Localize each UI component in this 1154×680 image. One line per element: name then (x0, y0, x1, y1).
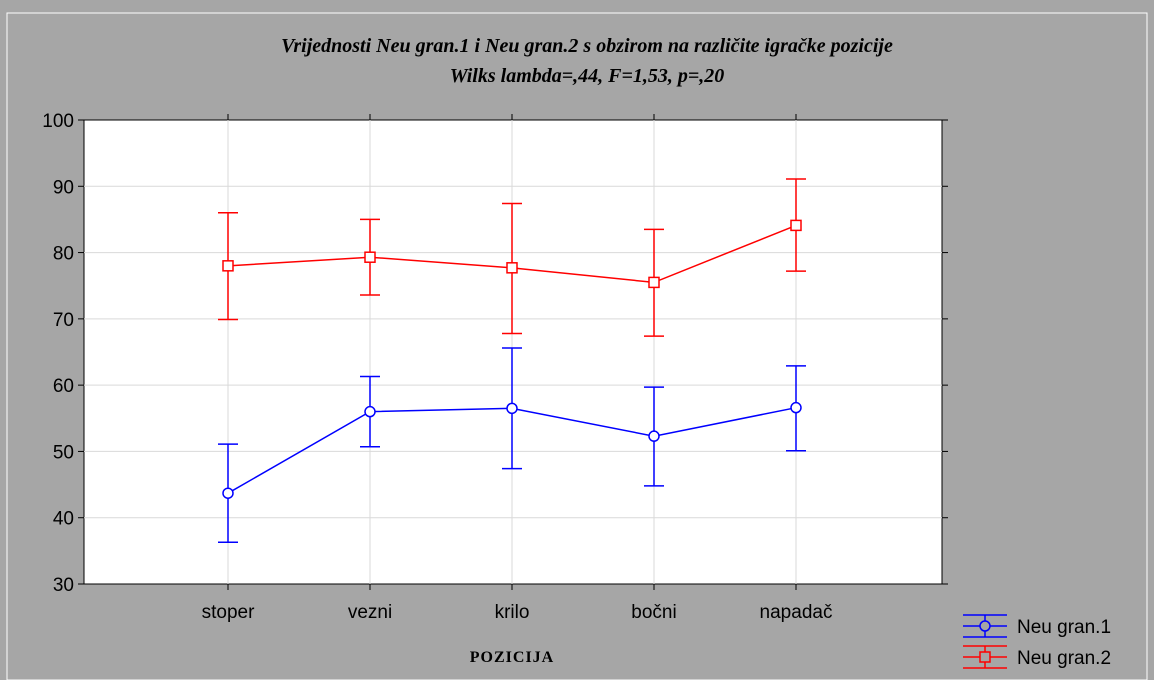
series-1 (218, 347, 806, 543)
data-point (222, 487, 234, 499)
chart-title: Vrijednosti Neu gran.1 i Neu gran.2 s ob… (281, 35, 893, 57)
data-point (506, 262, 518, 274)
data-point (222, 260, 234, 272)
data-point (364, 251, 376, 263)
outer-border (6, 12, 1148, 680)
x-tick-label: krilo (495, 602, 530, 623)
y-tick-label: 70 (53, 310, 74, 331)
y-tick-label: 40 (53, 509, 74, 530)
y-tick-label: 60 (53, 376, 74, 397)
x-axis-label: POZICIJA (470, 649, 554, 666)
data-point (506, 402, 518, 415)
y-tick-label: 100 (42, 111, 74, 132)
chart-subtitle: Wilks lambda=,44, F=1,53, p=,20 (450, 65, 725, 87)
legend-marker (979, 620, 991, 632)
legend-label: Neu gran.2 (1017, 648, 1111, 669)
x-tick-label: napadač (760, 602, 833, 623)
y-tick-label: 50 (53, 442, 74, 463)
x-tick-label: bočni (631, 602, 676, 623)
legend-label: Neu gran.1 (1017, 617, 1111, 638)
plot-area (83, 119, 943, 585)
y-axis: 30 40 50 60 70 80 90 100 (42, 111, 948, 596)
x-axis: stoper vezni krilo bočni napadač (202, 114, 833, 623)
legend-item-1: Neu gran.1 (963, 614, 1111, 638)
legend-item-2: Neu gran.2 (963, 645, 1111, 669)
x-tick-label: vezni (348, 602, 392, 623)
data-point (648, 430, 660, 442)
y-tick-label: 30 (53, 575, 74, 596)
data-point (790, 401, 802, 414)
series-2 (218, 178, 806, 337)
data-point (364, 405, 376, 418)
data-point (790, 219, 802, 232)
data-point (648, 276, 660, 289)
series-layer (218, 178, 806, 543)
y-tick-label: 80 (53, 244, 74, 265)
y-tick-label: 90 (53, 177, 74, 198)
legend-marker (979, 651, 991, 663)
legend: Neu gran.1 Neu gran.2 (963, 614, 1111, 669)
x-tick-label: stoper (202, 602, 255, 623)
